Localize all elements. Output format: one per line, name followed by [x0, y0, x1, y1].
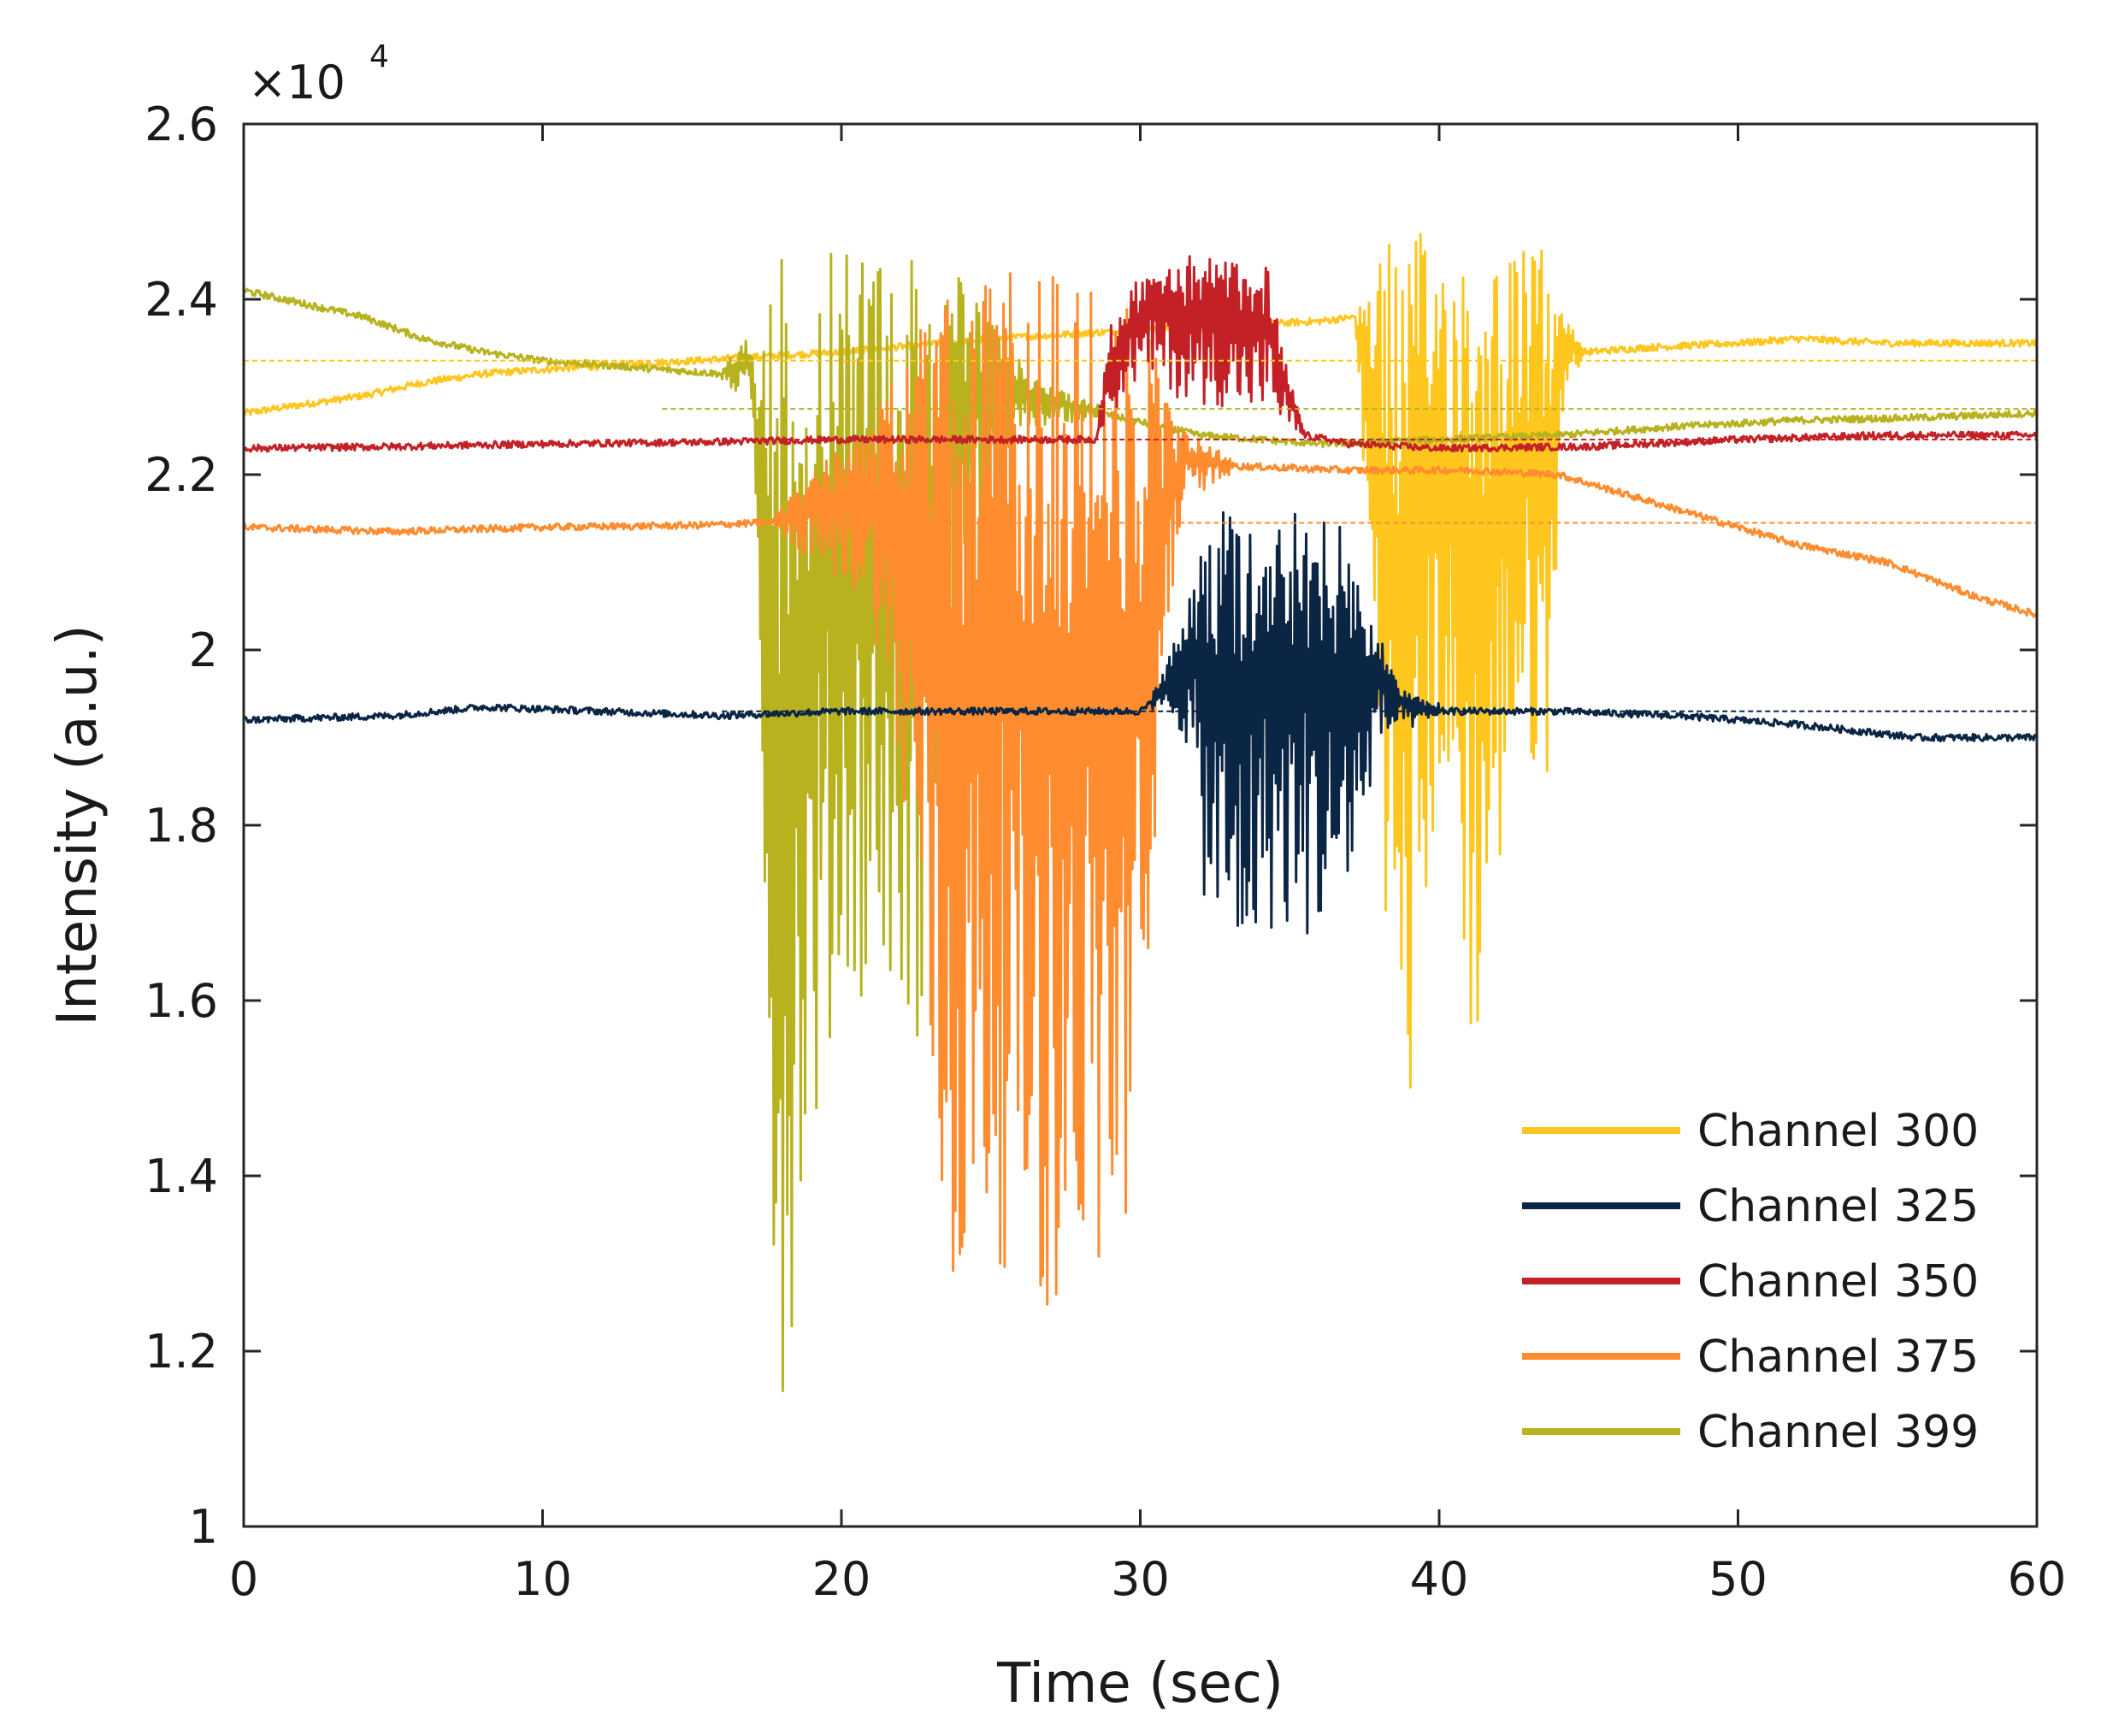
x-tick-label: 40 — [1410, 1552, 1469, 1606]
y-tick-label: 1.4 — [145, 1149, 218, 1203]
y-tick-label: 1.2 — [145, 1325, 218, 1379]
y-multiplier-text: ×10 — [248, 56, 345, 109]
series-line-channel-375 — [242, 272, 2039, 1306]
legend-label-channel-399: Channel 399 — [1697, 1407, 1979, 1458]
x-axis-title: Time (sec) — [996, 1652, 1284, 1715]
y-tick-label: 2.6 — [145, 97, 218, 151]
baseline-layer — [244, 359, 2037, 712]
legend-label-channel-350: Channel 350 — [1697, 1256, 1979, 1308]
y-exponent-text: 4 — [369, 39, 389, 74]
tick-layer: 0 10 20 30 40 50 60 1 1.2 1.4 1.6 1.8 2 2.2 2.4 2.6 — [145, 97, 2066, 1606]
y-tick-label: 1.6 — [145, 974, 218, 1028]
series-line-channel-399 — [242, 252, 2039, 1392]
x-tick-label: 60 — [2008, 1552, 2067, 1606]
x-tick-label: 0 — [229, 1552, 258, 1606]
y-tick-label: 2.2 — [145, 448, 218, 502]
series-line-channel-325 — [243, 511, 2039, 935]
y-tick-label: 1 — [189, 1500, 218, 1554]
x-tick-label: 50 — [1709, 1552, 1768, 1606]
series-layer — [242, 233, 2039, 1392]
y-tick-label: 1.8 — [145, 799, 218, 853]
legend-label-channel-375: Channel 375 — [1697, 1332, 1979, 1383]
legend-label-channel-300: Channel 300 — [1697, 1106, 1979, 1157]
y-tick-label: 2 — [189, 623, 218, 677]
x-tick-label: 10 — [513, 1552, 572, 1606]
y-axis-title: Intensity (a.u.) — [46, 624, 109, 1025]
y-tick-label: 2.4 — [145, 273, 218, 327]
x-tick-label: 30 — [1111, 1552, 1170, 1606]
legend-label-channel-325: Channel 325 — [1697, 1181, 1979, 1232]
legend: Channel 300 Channel 325 Channel 350 Channel… — [1522, 1106, 1979, 1458]
y-exponent-label: ×10 4 — [248, 39, 389, 109]
x-tick-label: 20 — [812, 1552, 871, 1606]
